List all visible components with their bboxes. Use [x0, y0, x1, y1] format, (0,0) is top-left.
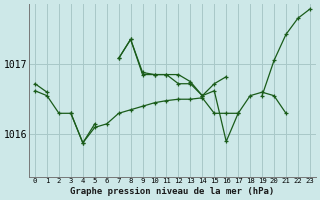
X-axis label: Graphe pression niveau de la mer (hPa): Graphe pression niveau de la mer (hPa)	[70, 187, 275, 196]
